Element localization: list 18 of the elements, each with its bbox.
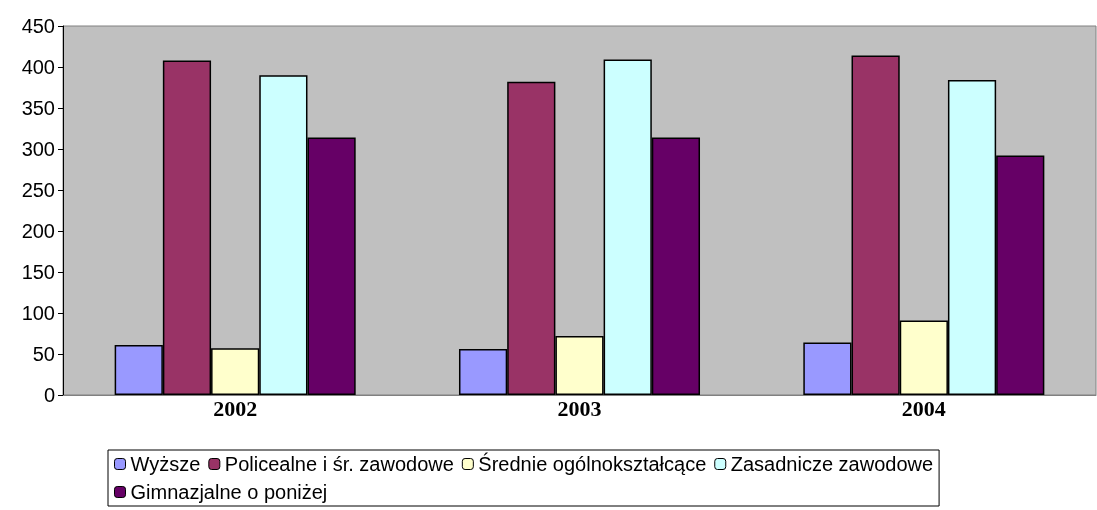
legend-label: Zasadnicze zawodowe <box>730 453 934 475</box>
y-tick-label: 450 <box>21 15 55 37</box>
x-tick-label: 2002 <box>213 395 258 421</box>
y-tick-label: 250 <box>21 179 55 201</box>
legend-label: Gimnazjalne o poniżej <box>130 481 328 503</box>
y-tick-label: 0 <box>43 384 55 406</box>
y-tick-label: 200 <box>21 220 55 242</box>
legend-label: Wyższe <box>130 453 201 475</box>
y-tick-label: 100 <box>21 302 55 324</box>
legend-label: Policealne i śr. zawodowe <box>224 453 454 475</box>
legend-label: Średnie ogólnokształcące <box>478 452 707 475</box>
y-tick-label: 350 <box>21 97 55 119</box>
y-tick-label: 400 <box>21 56 55 78</box>
x-tick-label: 2003 <box>557 395 602 421</box>
y-tick-label: 300 <box>21 138 55 160</box>
y-tick-label: 150 <box>21 261 55 283</box>
y-tick-label: 50 <box>32 343 55 365</box>
x-tick-label: 2004 <box>901 395 946 421</box>
